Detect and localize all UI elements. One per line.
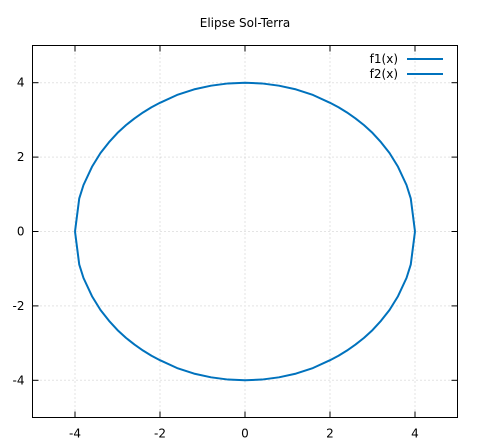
legend-label: f2(x) [370,67,398,81]
legend-label: f1(x) [370,52,398,66]
series-line-1 [74,81,416,232]
y-tick-label: 2 [17,150,25,164]
y-axis-tick-labels: -4 -2 0 2 4 [13,76,25,388]
chart-title: Elipse Sol-Terra [200,16,291,30]
y-tick-label: -2 [13,299,25,313]
y-tick-label: 0 [17,225,25,239]
x-tick-label: -4 [69,427,81,441]
x-tick-label: 2 [326,427,334,441]
x-tick-label: -2 [154,427,166,441]
series-line-2 [74,231,416,382]
axis-ticks [32,45,458,418]
legend: f1(x)f2(x) [370,52,443,81]
grid [32,45,458,418]
x-tick-label: 4 [411,427,419,441]
y-tick-label: 4 [17,76,25,90]
plot-frame [32,45,458,418]
x-axis-tick-labels: -4 -2 0 2 4 [69,427,419,441]
x-tick-label: 0 [241,427,249,441]
y-tick-label: -4 [13,373,25,387]
plot-series [74,81,416,382]
